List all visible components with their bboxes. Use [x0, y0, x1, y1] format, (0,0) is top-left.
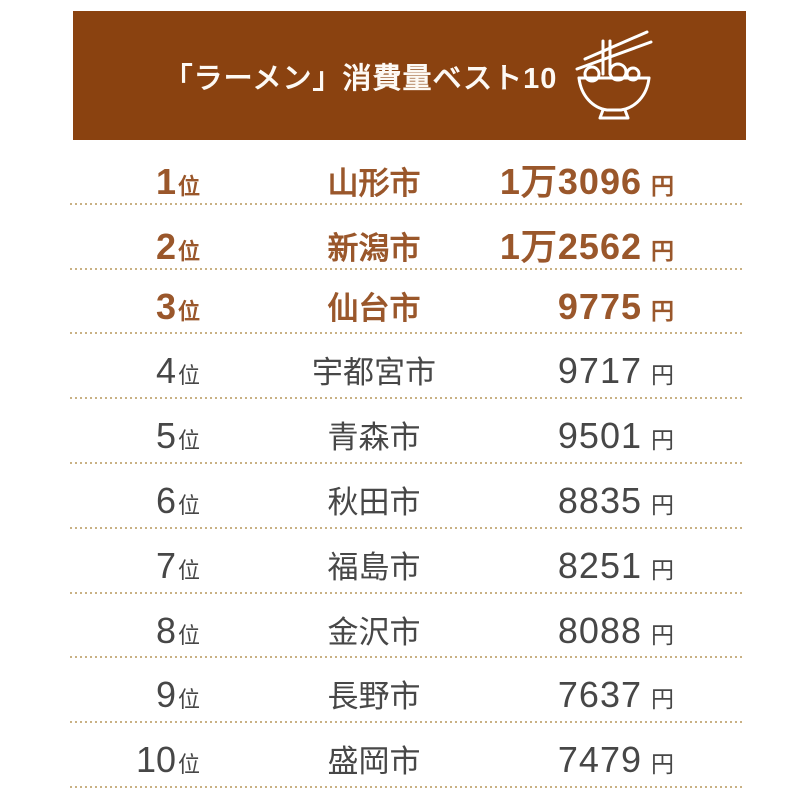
amount-unit: 円	[651, 297, 674, 324]
noodle-swirl-icon	[583, 65, 601, 82]
city-name: 福島市	[327, 549, 421, 585]
amount-unit: 円	[651, 621, 674, 648]
rank-cell: 5位	[70, 415, 200, 457]
rank-number: 3	[155, 285, 176, 327]
city-name: 盛岡市	[327, 744, 421, 780]
amount-value: 9501	[557, 415, 642, 457]
city-name: 新潟市	[327, 230, 421, 266]
city-name: 仙台市	[327, 290, 421, 326]
rank-suffix: 位	[177, 752, 200, 778]
amount-value: 9717	[557, 350, 642, 392]
dotted-divider	[70, 785, 742, 788]
rank-number: 9	[155, 674, 176, 716]
rank-number: 6	[155, 479, 176, 521]
rank-cell: 1位	[70, 161, 200, 203]
dotted-divider	[70, 591, 742, 594]
amount-value: 8088	[557, 609, 642, 651]
table-row: 5位 青森市 9501 円	[70, 399, 742, 464]
rank-cell: 3位	[70, 286, 200, 328]
noodle-swirl-icon	[625, 66, 641, 81]
rank-suffix: 位	[177, 492, 200, 518]
city-name: 山形市	[327, 166, 421, 201]
table-row: 3位 仙台市 9775 円	[70, 270, 742, 335]
rank-suffix: 位	[177, 557, 200, 583]
rank-cell: 2位	[70, 226, 200, 268]
table-row: 4位 宇都宮市 9717 円	[70, 334, 742, 400]
table-row: 7位 福島市 8251 円	[70, 529, 742, 594]
amount-unit: 円	[651, 751, 674, 778]
dotted-divider	[70, 656, 742, 659]
table-row: 1位 山形市 1万3096 円	[70, 140, 742, 205]
city-name: 宇都宮市	[312, 355, 436, 391]
ramen-bowl-icon	[575, 30, 653, 119]
rank-number: 1	[155, 161, 176, 202]
amount-unit: 円	[651, 173, 674, 199]
bowl-body-icon	[577, 76, 651, 111]
ranking-table: 1位 山形市 1万3096 円 2位 新潟市 1万2562 円 3位 仙台市 9…	[70, 140, 742, 788]
rank-number: 5	[155, 415, 176, 457]
rank-suffix: 位	[177, 298, 200, 324]
rank-cell: 10位	[70, 739, 200, 781]
table-row: 9位 長野市 7637 円	[70, 658, 742, 724]
dotted-divider	[70, 332, 742, 335]
dotted-divider	[70, 397, 742, 400]
dotted-divider	[70, 267, 742, 270]
rank-cell: 4位	[70, 350, 200, 392]
rank-cell: 7位	[70, 545, 200, 587]
rank-cell: 8位	[70, 610, 200, 652]
amount-value: 7479	[557, 739, 642, 781]
rank-number: 2	[155, 225, 176, 267]
rank-number: 10	[135, 739, 176, 781]
rank-suffix: 位	[177, 363, 200, 389]
table-row: 6位 秋田市 8835 円	[70, 464, 742, 529]
rank-suffix: 位	[177, 687, 200, 713]
amount-value: 1万3096	[499, 161, 642, 202]
chopstick-icon	[583, 30, 649, 60]
amount-unit: 円	[651, 556, 674, 583]
rank-suffix: 位	[177, 622, 200, 648]
amount-value: 7637	[557, 674, 642, 716]
amount-unit: 円	[651, 686, 674, 713]
amount-value: 1万2562	[499, 225, 642, 267]
rank-cell: 6位	[70, 480, 200, 522]
chopstick-icon	[575, 40, 653, 70]
rank-suffix: 位	[177, 428, 200, 454]
dotted-divider	[70, 202, 742, 205]
table-row: 8位 金沢市 8088 円	[70, 594, 742, 659]
amount-value: 8251	[557, 544, 642, 586]
dotted-divider	[70, 461, 742, 464]
city-name: 秋田市	[327, 484, 421, 520]
rank-suffix: 位	[177, 174, 200, 199]
dotted-divider	[70, 526, 742, 529]
table-row: 10位 盛岡市 7479 円	[70, 723, 742, 788]
amount-value: 8835	[557, 479, 642, 521]
amount-unit: 円	[651, 491, 674, 518]
header-banner: 「ラーメン」消費量ベスト10	[73, 11, 746, 140]
rank-number: 4	[155, 350, 176, 392]
bowl-foot-icon	[598, 108, 630, 119]
city-name: 長野市	[327, 679, 421, 715]
table-row: 2位 新潟市 1万2562 円	[70, 205, 742, 270]
dotted-divider	[70, 721, 742, 724]
rank-number: 7	[155, 544, 176, 586]
amount-value: 9775	[557, 285, 642, 327]
rank-number: 8	[155, 609, 176, 651]
rank-suffix: 位	[177, 238, 200, 264]
amount-unit: 円	[651, 427, 674, 454]
page-title: 「ラーメン」消費量ベスト10	[163, 62, 558, 95]
city-name: 金沢市	[327, 614, 421, 650]
rank-cell: 9位	[70, 674, 200, 716]
amount-unit: 円	[651, 362, 674, 389]
amount-unit: 円	[651, 237, 674, 264]
city-name: 青森市	[327, 420, 421, 456]
